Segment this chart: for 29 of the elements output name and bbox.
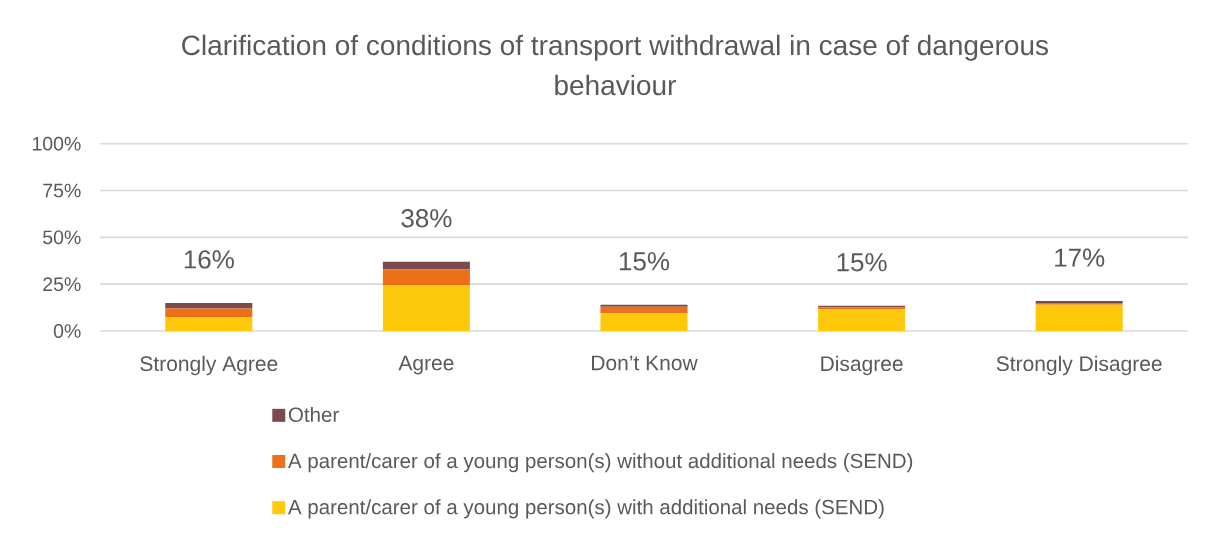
bar <box>600 313 688 331</box>
bar <box>600 306 688 314</box>
bar <box>382 261 470 270</box>
x-tick-label: Strongly Disagree <box>996 355 1162 376</box>
bar <box>818 309 906 331</box>
bar <box>382 269 470 286</box>
y-tick-label: 50% <box>43 230 81 245</box>
y-tick-label: 25% <box>43 277 81 292</box>
x-tick-label: Strongly Agree <box>140 355 278 376</box>
bar <box>165 316 253 331</box>
bar <box>382 285 470 331</box>
x-tick-label: Disagree <box>821 355 903 376</box>
bar <box>165 308 253 317</box>
total-label: 17% <box>1055 248 1105 267</box>
y-tick-label: 0% <box>53 324 81 338</box>
bar <box>165 302 253 309</box>
y-tick-label: 75% <box>43 183 81 198</box>
total-label: 15% <box>619 252 670 271</box>
legend-label: Other <box>288 406 339 422</box>
legend-label: A parent/carer of a young person(s) without additional needs (SEND) <box>287 453 913 473</box>
chart-title: Clarification of conditions of transport withdrawal in case of dangerous behaviour <box>182 34 1048 96</box>
total-label: 15% <box>837 253 887 272</box>
x-tick-label: Don’t Know <box>592 355 698 371</box>
y-tick-label: 100% <box>32 136 81 151</box>
x-tick-label: Agree <box>398 355 454 375</box>
legend-label: A parent/carer of a young person(s) with additional needs (SEND) <box>287 499 884 519</box>
bar <box>1035 304 1123 331</box>
total-label: 16% <box>184 250 234 269</box>
total-label: 38% <box>401 209 452 228</box>
